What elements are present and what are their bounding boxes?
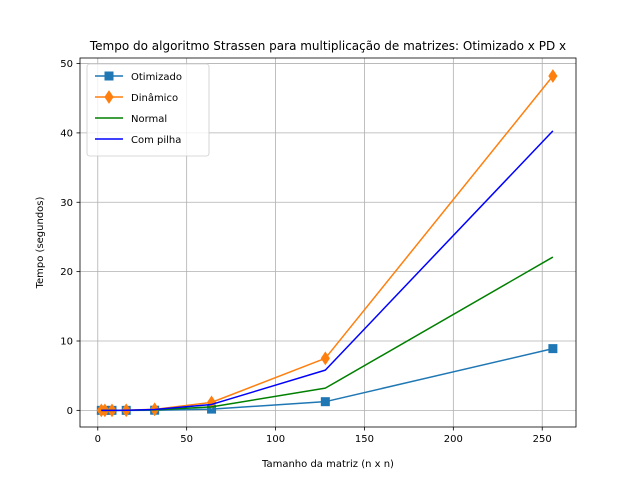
series-line (101, 130, 554, 412)
x-tick-label: 0 (95, 434, 101, 445)
data-point-marker (548, 344, 558, 354)
y-tick-label: 30 (60, 198, 73, 209)
y-tick-label: 20 (60, 267, 73, 278)
plot-frame (79, 57, 577, 428)
y-axis-label: Tempo (segundos) (35, 196, 46, 289)
y-tick-label: 0 (67, 406, 73, 417)
legend-item: Dinâmico (95, 90, 178, 104)
legend-box (86, 63, 210, 157)
grid-lines (80, 58, 576, 427)
x-tick-label: 200 (444, 434, 463, 445)
x-axis-label: Tamanho da matriz (n x n) (261, 459, 394, 470)
legend-label: Dinâmico (131, 92, 178, 104)
legend-item: Otimizado (95, 71, 182, 83)
legend-item: Com pilha (95, 135, 181, 146)
series-4 (101, 130, 554, 412)
legend-swatch-marker (104, 71, 114, 81)
x-tick-label: 150 (355, 434, 374, 445)
data-point-marker (320, 351, 330, 366)
x-tick-label: 100 (266, 434, 285, 445)
legend-swatch-marker (104, 90, 114, 104)
legend-label: Normal (131, 114, 167, 125)
legend: Otimizado Dinâmico Normal Com pilha (86, 63, 210, 157)
y-tick-label: 50 (60, 59, 73, 70)
legend-label: Otimizado (131, 72, 182, 83)
y-tick-label: 10 (60, 336, 73, 347)
data-point-marker (320, 397, 330, 407)
legend-item: Normal (95, 114, 167, 125)
legend-label: Com pilha (131, 135, 181, 146)
chart-title: Tempo do algoritmo Strassen para multipl… (89, 39, 566, 53)
x-tick-label: 250 (533, 434, 552, 445)
plot-series (96, 69, 558, 418)
data-point-marker (548, 69, 558, 83)
y-tick-label: 40 (60, 128, 73, 139)
x-tick-label: 50 (180, 434, 193, 445)
axis-ticks: 0 50 100 150 200 250 0 10 20 30 40 50 (60, 59, 552, 445)
